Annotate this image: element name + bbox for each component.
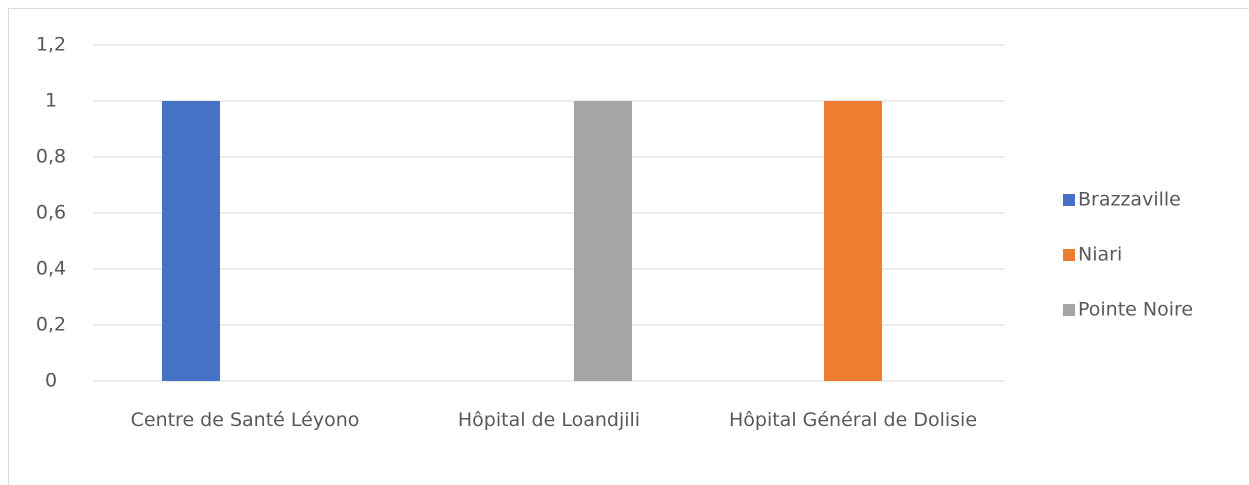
y-tick-label: 0,6 <box>36 202 66 224</box>
bar <box>824 101 882 381</box>
x-tick-label: Hôpital de Loandjili <box>457 409 641 431</box>
legend-swatch <box>1063 304 1075 316</box>
bar <box>162 101 220 381</box>
y-tick-label: 0,8 <box>36 146 66 168</box>
y-tick-label: 1 <box>45 90 57 112</box>
legend-label: Brazzaville <box>1078 189 1181 211</box>
x-tick-label: Centre de Santé Léyono <box>130 409 360 431</box>
bar <box>574 101 632 381</box>
legend-swatch <box>1063 194 1075 206</box>
x-tick-label: Hôpital Général de Dolisie <box>728 409 978 431</box>
chart-border <box>8 8 1249 485</box>
legend-label: Pointe Noire <box>1078 299 1193 321</box>
legend-swatch <box>1063 249 1075 261</box>
y-tick-label: 0,2 <box>36 314 66 336</box>
legend-label: Niari <box>1078 244 1122 266</box>
y-tick-label: 1,2 <box>36 34 66 56</box>
y-tick-label: 0 <box>45 370 57 392</box>
y-tick-label: 0,4 <box>36 258 66 280</box>
